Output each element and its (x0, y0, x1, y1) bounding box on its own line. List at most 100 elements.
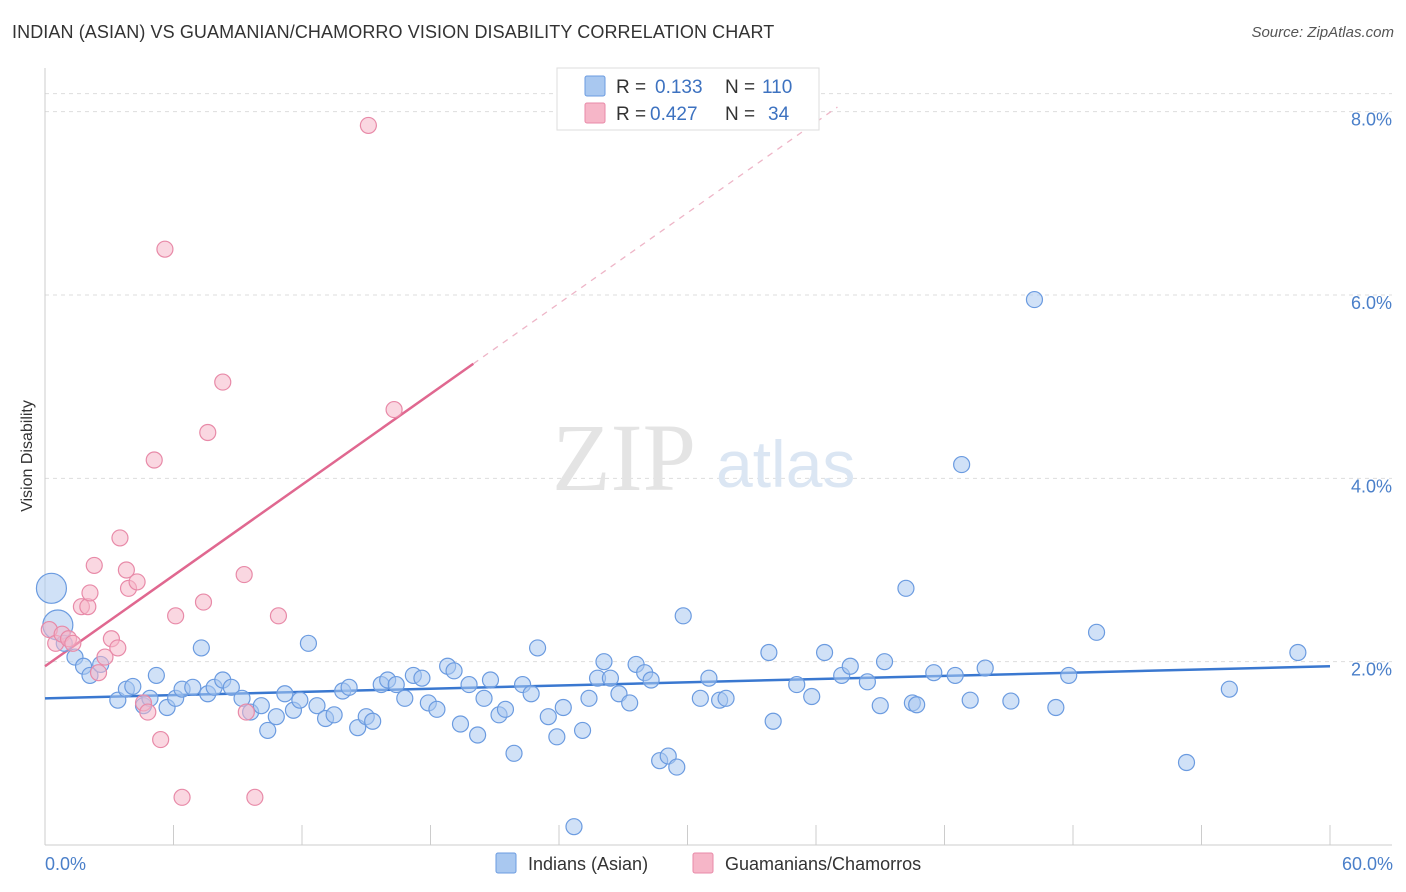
axes (44, 68, 1392, 846)
chart-title: INDIAN (ASIAN) VS GUAMANIAN/CHAMORRO VIS… (12, 22, 775, 42)
point-indians (548, 728, 566, 746)
point-indians (522, 685, 540, 703)
point-indians (1025, 290, 1044, 309)
point-indians (445, 662, 463, 680)
point-indians (554, 698, 572, 717)
point-indians (1060, 666, 1078, 685)
y-tick-label: 6.0% (1351, 293, 1392, 313)
point-indians (601, 669, 620, 687)
point-indians (788, 675, 806, 694)
watermark-zip: ZIP (552, 404, 696, 511)
source-label: Source: ZipAtlas.com (1251, 24, 1394, 41)
point-guamanians (145, 451, 163, 469)
point-indians (469, 726, 487, 744)
point-indians (1087, 623, 1106, 641)
point-guamanians (89, 664, 108, 682)
point-indians (387, 675, 405, 694)
point-indians (539, 708, 557, 726)
legend-swatch-pink (584, 102, 606, 124)
point-guamanians (111, 529, 129, 547)
point-indians (875, 653, 894, 671)
point-guamanians (214, 373, 232, 391)
point-indians (505, 744, 523, 762)
point-guamanians (152, 730, 170, 749)
point-guamanians (156, 240, 174, 258)
legend-r-label-pink: R = (616, 104, 646, 125)
legend-box: R = 0.133 N = 110 R = 0.427 N = 34 (556, 67, 820, 131)
point-indians (925, 664, 943, 682)
y-tick-label: 8.0% (1351, 110, 1392, 130)
point-indians (124, 677, 142, 696)
point-indians (691, 689, 709, 707)
bottom-legend: Indians (Asian) Guamanians/Chamorros (495, 852, 921, 874)
point-indians (413, 669, 431, 687)
point-guamanians (117, 561, 135, 579)
point-guamanians (359, 116, 377, 135)
point-guamanians (167, 607, 185, 625)
point-indians (1220, 680, 1238, 698)
point-indians (184, 678, 202, 696)
point-guamanians (109, 639, 127, 657)
point-indians (222, 678, 240, 696)
point-indians (580, 689, 598, 707)
point-indians (428, 700, 446, 718)
legend-r-value-pink: 0.427 (650, 104, 698, 125)
point-indians (192, 639, 210, 657)
trend-line-indians (44, 665, 1331, 700)
legend-n-label-pink: N = (725, 104, 755, 125)
point-indians (308, 697, 326, 715)
point-indians (1289, 643, 1307, 662)
point-indians (841, 657, 859, 675)
point-indians (760, 643, 778, 662)
legend-r-label-blue: R = (616, 77, 646, 98)
point-indians (528, 639, 547, 657)
point-guamanians (96, 648, 114, 666)
point-indians (908, 696, 926, 714)
point-indians (858, 673, 877, 691)
point-indians (871, 697, 889, 715)
point-indians (976, 659, 994, 677)
point-guamanians (64, 634, 82, 652)
point-indians (252, 697, 270, 715)
trend-lines (44, 106, 1331, 700)
point-guamanians (81, 584, 99, 602)
point-indians (291, 691, 309, 709)
x-tick-labels: 0.0% 60.0% (45, 854, 1393, 874)
point-guamanians (237, 703, 255, 721)
point-indians (340, 678, 358, 696)
legend-swatch-blue (584, 75, 606, 97)
bottom-legend-label-blue: Indians (Asian) (528, 854, 648, 874)
legend-n-label-blue: N = (725, 77, 755, 98)
point-indians (267, 708, 285, 726)
point-indians (1002, 692, 1020, 710)
legend-n-value-blue: 110 (762, 77, 792, 98)
point-indians (961, 691, 979, 709)
point-indians (803, 687, 821, 706)
point-guamanians (173, 788, 191, 806)
point-indians (674, 607, 692, 625)
point-indians (299, 634, 318, 652)
point-indians (668, 758, 686, 776)
point-indians (946, 666, 964, 685)
point-indians (35, 572, 68, 604)
y-tick-label: 4.0% (1351, 476, 1392, 496)
x-tick-label: 0.0% (45, 854, 86, 874)
data-points (35, 116, 1307, 836)
bottom-legend-swatch-pink (692, 852, 714, 874)
point-indians (764, 712, 782, 730)
point-indians (460, 675, 478, 694)
point-guamanians (235, 565, 253, 584)
point-indians (1177, 753, 1196, 772)
legend-n-value-pink: 34 (768, 104, 790, 125)
point-guamanians (199, 423, 217, 442)
x-tick-label: 60.0% (1342, 854, 1393, 874)
point-indians (595, 653, 613, 671)
point-guamanians (269, 607, 288, 625)
point-guamanians (139, 703, 157, 721)
point-guamanians (246, 788, 264, 806)
point-indians (815, 643, 834, 662)
point-indians (700, 669, 718, 687)
point-indians (259, 721, 277, 740)
point-indians (475, 689, 493, 707)
point-guamanians (194, 593, 213, 611)
